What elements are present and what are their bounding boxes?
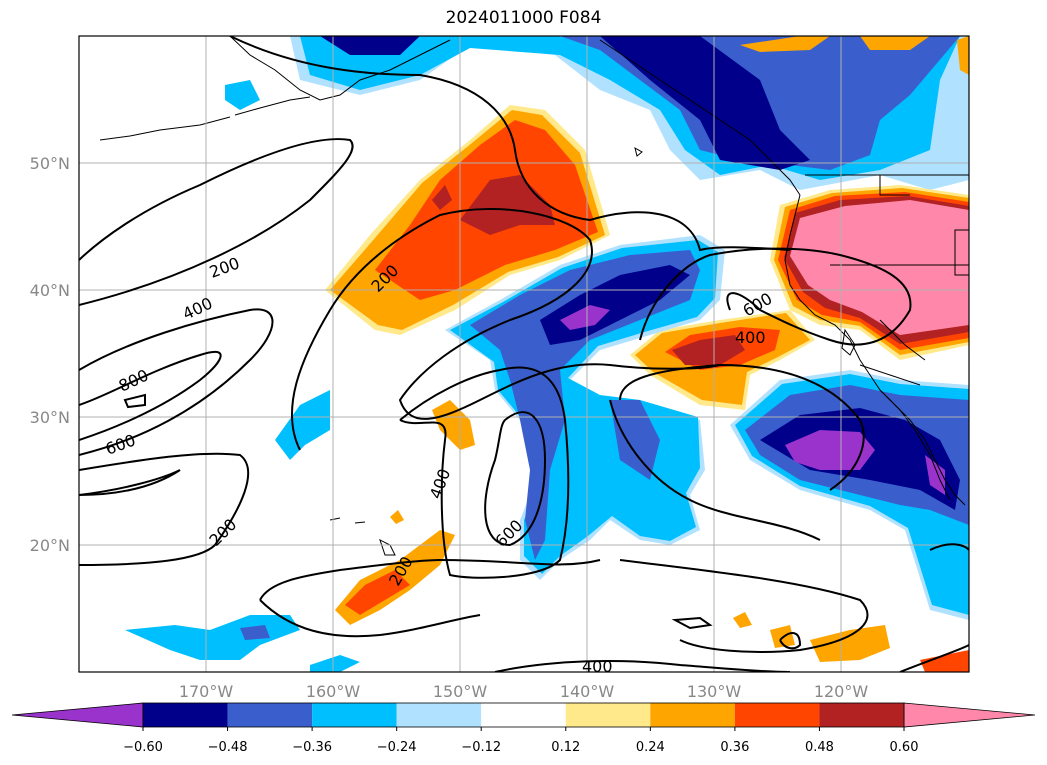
- contour-label: 600: [103, 430, 138, 458]
- colorbar-tick-label: 0.36: [720, 740, 749, 755]
- positive-anomaly-small: [740, 36, 830, 52]
- colorbar-segment: [227, 703, 313, 727]
- positive-anomaly-small: [390, 510, 404, 524]
- positive-anomaly-small: [920, 650, 969, 672]
- colorbar-segment: [396, 703, 482, 727]
- negative-anomaly-north: [225, 80, 260, 110]
- colorbar-tick-label: −0.60: [123, 740, 163, 755]
- lat-label: 50°N: [30, 154, 70, 173]
- negative-anomaly-central: [610, 400, 660, 480]
- colorbar: −0.60 −0.48 −0.36 −0.24 −0.12 0.12 0.24 0.36 0.4…: [11, 702, 1036, 755]
- colorbar-extend-high: [903, 702, 1036, 728]
- height-contours: [79, 36, 969, 672]
- colorbar-tick-label: 0.48: [805, 740, 834, 755]
- colorbar-segment: [143, 703, 228, 727]
- positive-anomaly-central: [432, 185, 452, 210]
- colorbar-tick-label: −0.48: [208, 740, 248, 755]
- colorbar-tick-label: 0.12: [551, 740, 580, 755]
- map-title: 2024011000 F084: [445, 8, 602, 28]
- negative-anomaly-small: [275, 390, 330, 460]
- positive-anomaly-small: [810, 625, 890, 662]
- colorbar-tick-label: −0.24: [377, 740, 417, 755]
- longitude-labels: 170°W 160°W 150°W 140°W 130°W 120°W: [179, 682, 869, 701]
- contour-label: 400: [735, 328, 766, 347]
- colorbar-tick-label: 0.60: [890, 740, 919, 755]
- negative-anomaly-central: [470, 250, 700, 560]
- positive-anomaly-small: [432, 400, 475, 450]
- shading-layer: [125, 36, 969, 672]
- lon-label: 120°W: [814, 682, 869, 701]
- contour-label: 200: [207, 253, 242, 281]
- map-frame: [78, 35, 970, 673]
- colorbar-segment: [565, 703, 651, 727]
- positive-anomaly-small: [345, 570, 410, 615]
- contour-label: 400: [426, 466, 454, 501]
- coastlines: [99, 36, 969, 556]
- negative-anomaly-central: [560, 305, 610, 330]
- negative-anomaly-north: [320, 36, 420, 55]
- positive-anomaly-east-pacific: [672, 335, 745, 365]
- positive-anomaly-small: [860, 36, 930, 50]
- colorbar-extend-low: [11, 702, 144, 728]
- contour-label: 400: [582, 657, 613, 676]
- negative-anomaly-small: [930, 530, 969, 610]
- colorbar-tick-label: −0.12: [461, 740, 501, 755]
- lat-label: 20°N: [30, 536, 70, 555]
- colorbar-tick-label: −0.36: [292, 740, 332, 755]
- positive-anomaly-small: [957, 36, 969, 75]
- negative-anomaly-small: [310, 655, 360, 672]
- colorbar-segment: [312, 703, 397, 727]
- latitude-labels: 50°N 40°N 30°N 20°N: [30, 154, 70, 555]
- colorbar-tick-label: 0.24: [636, 740, 665, 755]
- negative-anomaly-small: [240, 625, 270, 640]
- colorbar-segment: [650, 703, 735, 727]
- lon-label: 130°W: [687, 682, 742, 701]
- negative-anomaly-small: [125, 615, 300, 660]
- lat-label: 30°N: [30, 408, 70, 427]
- lon-label: 150°W: [433, 682, 488, 701]
- lon-label: 160°W: [306, 682, 361, 701]
- lon-label: 170°W: [179, 682, 234, 701]
- colorbar-segment: [819, 703, 904, 727]
- lat-label: 40°N: [30, 281, 70, 300]
- colorbar-segment: [734, 703, 820, 727]
- colorbar-segment: [481, 703, 566, 727]
- negative-anomaly-southeast: [925, 455, 945, 495]
- map-panel: 200 400 800 600 200 200 400 600 200 600 …: [79, 36, 969, 676]
- contour-label: 800: [116, 365, 152, 395]
- negative-anomaly-north: [600, 36, 810, 170]
- negative-anomaly-southeast: [785, 430, 875, 470]
- colorbar-frame: [142, 702, 905, 728]
- positive-anomaly-small: [733, 612, 752, 628]
- lon-label: 140°W: [560, 682, 615, 701]
